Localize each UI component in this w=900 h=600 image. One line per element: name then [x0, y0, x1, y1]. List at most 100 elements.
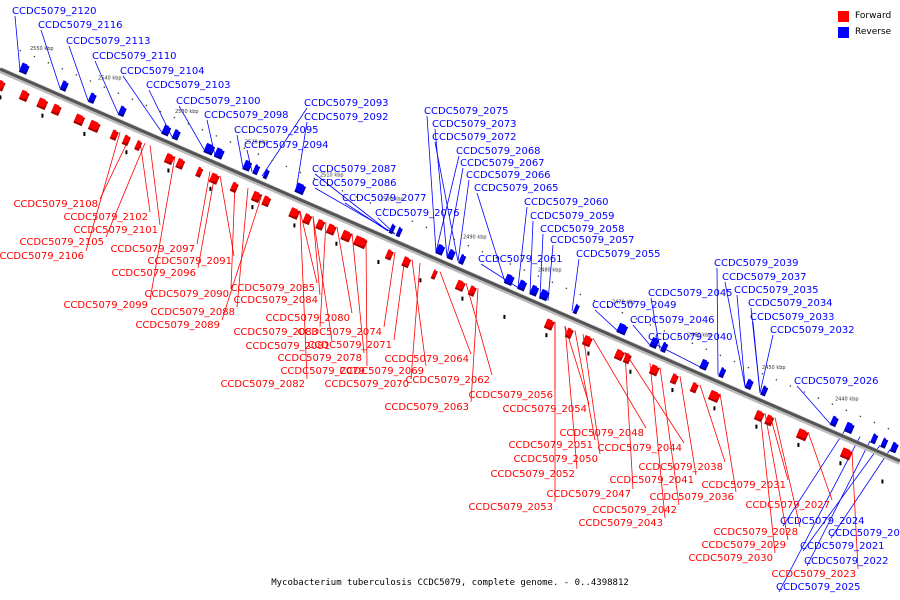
forward-gene	[121, 134, 131, 147]
label-connector	[769, 415, 789, 481]
label-connector	[764, 413, 789, 541]
gene-label: CCDC5079_2102	[63, 212, 148, 223]
label-connector	[529, 220, 534, 293]
tick-label: 2470 kbp	[612, 300, 636, 306]
label-connector	[351, 233, 365, 354]
gene-body	[890, 441, 898, 451]
tick-dot	[271, 159, 274, 162]
gene-body	[242, 159, 251, 169]
gene-label: CCDC5079_2079	[280, 366, 365, 377]
gene-label: CCDC5079_2065	[474, 183, 559, 194]
label-connector	[574, 330, 596, 441]
tick-label: 2530 kbp	[175, 109, 199, 115]
gene-label: CCDC5079_2072	[432, 132, 517, 143]
reverse-gene	[744, 378, 754, 391]
tick-dot	[369, 202, 372, 204]
gene-label: CCDC5079_2026	[794, 376, 879, 387]
gene-body	[760, 385, 767, 394]
tick-dot	[817, 397, 820, 399]
tick-dot	[747, 366, 750, 369]
gene-body	[529, 284, 538, 294]
gene-body	[389, 223, 395, 232]
label-connector	[434, 128, 448, 257]
label-connector	[719, 393, 737, 493]
gene-label: CCDC5079_2069	[339, 366, 424, 377]
gene-body	[880, 437, 887, 446]
tick-mark	[335, 241, 338, 246]
tick-dot	[145, 104, 148, 107]
label-connector	[571, 258, 580, 312]
gene-body	[402, 256, 410, 266]
gene-label: CCDC5079_2076	[375, 208, 460, 219]
gene-label: CCDC5079_2106	[0, 251, 84, 262]
reverse-gene	[446, 248, 456, 261]
reverse-gene	[203, 142, 216, 156]
label-connector	[149, 156, 176, 301]
label-connector	[122, 75, 163, 133]
label-connector	[426, 115, 437, 252]
tick-label: 2480 kbp	[538, 267, 562, 273]
tick-dot	[845, 409, 848, 412]
gene-label: CCDC5079_2093	[304, 98, 389, 109]
tick-label: 2520 kbp	[245, 140, 269, 146]
tick-label: 2440 kbp	[835, 397, 859, 403]
gene-label: CCDC5079_2029	[701, 540, 786, 551]
tick-marks: 2440 kbp 2450 kbp 2460 kbp 2470 kbp 2480 kbp…	[0, 46, 890, 484]
forward-gene	[581, 334, 593, 348]
tick-dot	[579, 293, 582, 296]
gene-body	[690, 381, 698, 391]
label-connector	[679, 376, 697, 476]
gene-body	[176, 157, 184, 167]
tick-dot	[509, 263, 512, 265]
label-connector	[149, 145, 161, 226]
forward-gene	[73, 113, 86, 127]
gene-labels: CCDC5079_2120 CCDC5079_2116 CCDC5079_2113 C…	[0, 6, 900, 593]
gene-body	[699, 358, 708, 368]
forward-gene	[753, 409, 765, 423]
gene-label: CCDC5079_2044	[597, 443, 682, 454]
label-connector	[547, 244, 554, 301]
gene-label: CCDC5079_2030	[688, 553, 773, 564]
label-connector	[659, 367, 680, 506]
gene-label: CCDC5079_2075	[424, 106, 509, 117]
label-connector	[851, 451, 859, 570]
gene-label: CCDC5079_2066	[466, 170, 551, 181]
gene-body	[88, 119, 99, 130]
label-connectors	[14, 15, 891, 593]
tick-dot	[159, 110, 162, 113]
gene-body	[19, 62, 29, 72]
tick-dot	[887, 427, 890, 430]
tick-label: 2500 kbp	[380, 197, 404, 203]
label-connector	[312, 216, 321, 296]
forward-gene	[208, 172, 220, 185]
label-connector	[434, 141, 459, 262]
label-connector	[295, 121, 308, 191]
tick-mark	[41, 113, 44, 118]
reverse-gene	[870, 433, 879, 445]
reverse-gene	[388, 223, 396, 235]
gene-body	[60, 80, 68, 89]
reverse-gene	[829, 415, 839, 428]
tick-dot	[19, 49, 22, 52]
forward-gene	[543, 318, 555, 331]
tick-mark	[125, 150, 128, 155]
gene-label: CCDC5079_2055	[576, 249, 661, 260]
legend-reverse: Reverse	[838, 24, 891, 40]
forward-gene	[622, 352, 632, 365]
label-connector	[699, 384, 726, 463]
tick-dot	[831, 403, 834, 405]
tick-label: 2550 kbp	[30, 46, 54, 52]
tick-mark	[839, 461, 842, 466]
forward-gene	[467, 285, 477, 297]
gene-body	[660, 341, 667, 350]
reverse-gene	[699, 358, 710, 371]
gene-label: CCDC5079_2034	[748, 298, 833, 309]
label-connector	[782, 429, 846, 527]
tick-dot	[383, 208, 386, 210]
label-connector	[40, 29, 61, 89]
tick-dot	[215, 135, 218, 137]
reverse-gene	[252, 164, 261, 176]
reverse-gene	[262, 168, 270, 180]
gene-body	[263, 168, 269, 177]
gene-label: CCDC5079_2056	[468, 390, 553, 401]
